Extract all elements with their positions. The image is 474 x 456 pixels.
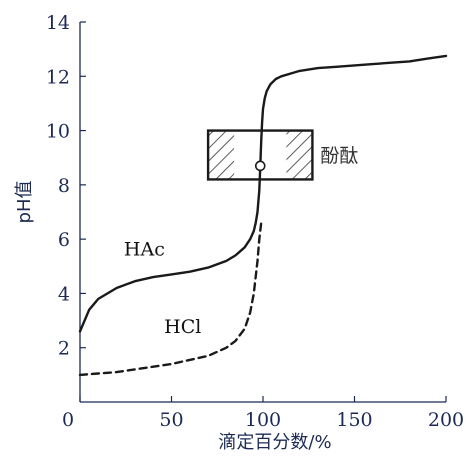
- series-label-hac: HAc: [124, 238, 165, 260]
- y-tick-label: 6: [58, 229, 70, 251]
- y-axis-title: pH值: [14, 181, 35, 224]
- indicator-hatch-right: [286, 130, 313, 180]
- equivalence-point: [254, 160, 266, 172]
- y-tick-label: 12: [46, 66, 70, 88]
- y-tick-label: 2: [58, 338, 70, 360]
- x-tick-label: 200: [428, 409, 464, 431]
- y-tick-label: 8: [58, 175, 70, 197]
- y-tick-label: 4: [58, 283, 70, 305]
- indicator-region: [206, 129, 314, 181]
- x-tick-label: 150: [336, 409, 372, 431]
- indicator-hatch-left: [208, 130, 235, 180]
- y-tick-label: 14: [46, 12, 70, 34]
- series-label-hcl: HCl: [164, 316, 201, 338]
- y-tick-label: 10: [46, 121, 70, 143]
- series-line-hac: [78, 54, 448, 333]
- series-line-hcl: [78, 221, 263, 377]
- indicator-label: 酚酞: [320, 145, 358, 167]
- x-tick-label: 100: [245, 409, 281, 431]
- series-lines: [78, 54, 448, 377]
- x-tick-label: 50: [159, 409, 183, 431]
- x-axis-title: 滴定百分数/%: [218, 432, 331, 453]
- chart-labels: 滴定百分数/% pH值 HAc HCl 酚酞: [14, 145, 358, 453]
- axes: [79, 22, 446, 403]
- axis-ticks: 0 50 100 150 200 2 4 6 8 10 12 14: [46, 12, 464, 431]
- x-tick-label: 0: [62, 409, 74, 431]
